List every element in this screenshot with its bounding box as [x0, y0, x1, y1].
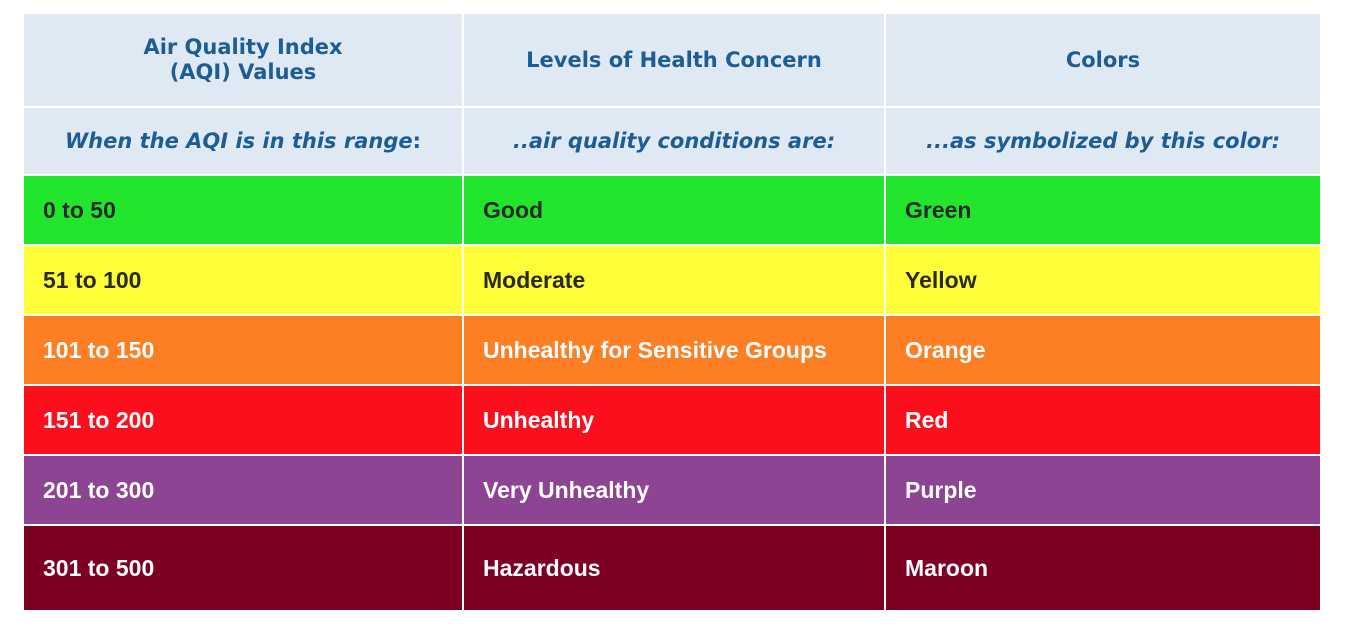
header-aqi-values: Air Quality Index (AQI) Values [24, 14, 464, 108]
subheader-range-colon: : [412, 129, 421, 153]
subheader-row: When the AQI is in this range: ..air qua… [24, 106, 1320, 176]
color-name-cell: Green [884, 174, 1320, 246]
health-level-cell: Very Unhealthy [462, 454, 886, 526]
health-level-cell: Moderate [462, 244, 886, 316]
subheader-range: When the AQI is in this range: [24, 106, 464, 176]
health-level-cell: Unhealthy [462, 384, 886, 456]
subheader-conditions: ..air quality conditions are: [462, 106, 886, 176]
header-aqi-line2: (AQI) Values [169, 60, 317, 84]
color-name-cell: Maroon [884, 524, 1320, 610]
health-level-cell: Good [462, 174, 886, 246]
aqi-range-cell: 101 to 150 [24, 314, 464, 386]
color-name-cell: Red [884, 384, 1320, 456]
aqi-range-cell: 301 to 500 [24, 524, 464, 610]
color-name-cell: Purple [884, 454, 1320, 526]
subheader-range-text: When the AQI is in this range [64, 129, 413, 153]
health-level-cell: Hazardous [462, 524, 886, 610]
aqi-range-cell: 51 to 100 [24, 244, 464, 316]
header-colors: Colors [884, 14, 1320, 108]
header-health-concern: Levels of Health Concern [462, 14, 886, 108]
header-row: Air Quality Index (AQI) Values Levels of… [24, 14, 1320, 108]
color-name-cell: Yellow [884, 244, 1320, 316]
aqi-row-unhealthy: 151 to 200 Unhealthy Red [24, 384, 1320, 456]
aqi-row-good: 0 to 50 Good Green [24, 174, 1320, 246]
aqi-range-cell: 201 to 300 [24, 454, 464, 526]
color-name-cell: Orange [884, 314, 1320, 386]
aqi-range-cell: 0 to 50 [24, 174, 464, 246]
aqi-range-cell: 151 to 200 [24, 384, 464, 456]
header-aqi-line1: Air Quality Index [143, 35, 343, 59]
aqi-row-hazardous: 301 to 500 Hazardous Maroon [24, 524, 1320, 610]
aqi-row-sensitive: 101 to 150 Unhealthy for Sensitive Group… [24, 314, 1320, 386]
subheader-symbolized: ...as symbolized by this color: [884, 106, 1320, 176]
aqi-row-very-unhealthy: 201 to 300 Very Unhealthy Purple [24, 454, 1320, 526]
aqi-table: Air Quality Index (AQI) Values Levels of… [24, 14, 1320, 610]
aqi-row-moderate: 51 to 100 Moderate Yellow [24, 244, 1320, 316]
health-level-cell: Unhealthy for Sensitive Groups [462, 314, 886, 386]
